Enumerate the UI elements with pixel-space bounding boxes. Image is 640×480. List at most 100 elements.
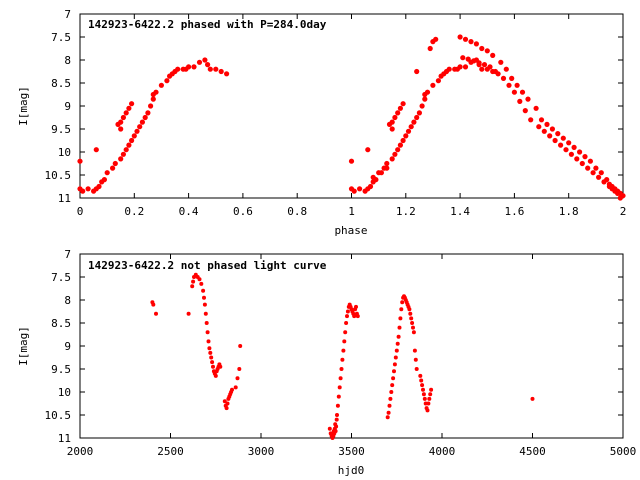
data-point: [334, 424, 339, 429]
data-point: [112, 160, 118, 167]
data-point: [129, 101, 135, 107]
data-point: [460, 55, 466, 61]
data-point: [378, 170, 384, 176]
data-point: [134, 128, 140, 134]
data-point: [577, 149, 583, 155]
data-point: [77, 158, 83, 164]
data-point: [462, 64, 469, 70]
data-point: [563, 147, 569, 153]
data-point: [93, 147, 99, 153]
data-point: [218, 364, 223, 369]
data-point: [598, 170, 604, 176]
data-point: [145, 110, 151, 116]
data-point: [351, 188, 357, 194]
data-point: [568, 151, 575, 157]
data-point: [400, 300, 405, 305]
data-point: [422, 396, 427, 401]
data-point: [197, 277, 202, 282]
data-point: [433, 36, 439, 42]
x-axis-label: hjd0: [338, 464, 365, 477]
data-point: [137, 124, 143, 130]
data-point: [566, 140, 572, 146]
data-point: [403, 133, 409, 139]
y-tick-label: 7.5: [51, 31, 71, 44]
data-point: [334, 417, 339, 422]
data-point: [392, 114, 398, 121]
data-point: [336, 394, 341, 399]
data-point: [357, 186, 363, 192]
data-point: [487, 64, 493, 70]
x-tick-label: 2500: [157, 445, 184, 458]
data-point: [409, 316, 414, 321]
data-point: [342, 339, 347, 344]
data-point: [530, 396, 535, 401]
data-point: [533, 105, 539, 111]
data-point: [414, 68, 420, 75]
data-point: [142, 114, 148, 121]
y-axis-label: I[mag]: [17, 326, 30, 366]
data-point: [208, 350, 213, 355]
data-point: [206, 339, 211, 344]
data-point: [596, 174, 602, 180]
x-tick-label: 3000: [248, 445, 275, 458]
data-point: [398, 316, 403, 321]
data-point: [389, 126, 395, 132]
data-point: [115, 121, 121, 127]
data-point: [392, 369, 396, 374]
data-point: [593, 165, 599, 171]
data-point: [427, 396, 432, 401]
data-points: [77, 34, 626, 201]
data-point: [430, 82, 436, 88]
data-point: [422, 96, 428, 102]
data-point: [209, 355, 214, 360]
data-point: [549, 126, 556, 132]
data-point: [511, 89, 517, 95]
data-point: [555, 131, 561, 137]
data-point: [418, 373, 423, 378]
data-point: [120, 114, 126, 121]
data-point: [400, 137, 406, 144]
data-point: [224, 406, 229, 411]
data-point: [211, 364, 215, 369]
data-point: [500, 75, 507, 81]
data-point: [420, 383, 425, 388]
data-point: [484, 48, 490, 54]
data-point: [425, 408, 430, 413]
axis-ticks: 0 0.2 0.4 0.6 0.8 1 1.2 1.4 1.6 1.8 2 7 7.5 8 8.5 9 9.5 1…: [45, 8, 627, 218]
data-point: [397, 105, 403, 111]
data-point: [517, 98, 523, 104]
data-point: [590, 170, 596, 176]
data-point: [426, 401, 431, 406]
y-tick-label: 8: [64, 54, 71, 67]
data-point: [203, 311, 208, 316]
x-tick-label: 1.2: [396, 205, 416, 218]
data-point: [395, 110, 401, 116]
data-point: [158, 82, 164, 88]
data-point: [191, 279, 196, 284]
data-points: [150, 272, 535, 440]
data-point: [395, 147, 401, 153]
y-tick-label: 11: [58, 432, 71, 445]
data-point: [389, 390, 394, 394]
data-point: [126, 105, 132, 111]
data-point: [224, 71, 230, 77]
data-point: [393, 355, 398, 360]
data-point: [395, 341, 400, 346]
data-point: [585, 165, 591, 171]
data-point: [190, 284, 195, 289]
data-point: [465, 56, 471, 62]
y-tick-label: 8: [64, 294, 71, 307]
data-point: [407, 307, 412, 312]
data-point: [574, 156, 580, 162]
chart-title: 142923-6422.2 phased with P=284.0day: [88, 18, 327, 31]
data-point: [560, 135, 566, 141]
data-point: [492, 68, 498, 75]
x-tick-label: 4000: [429, 445, 456, 458]
data-point: [408, 311, 413, 316]
data-point: [213, 66, 219, 72]
data-point: [80, 188, 86, 194]
data-point: [399, 307, 404, 312]
data-point: [139, 119, 145, 125]
data-point: [410, 321, 415, 325]
data-point: [397, 325, 402, 330]
